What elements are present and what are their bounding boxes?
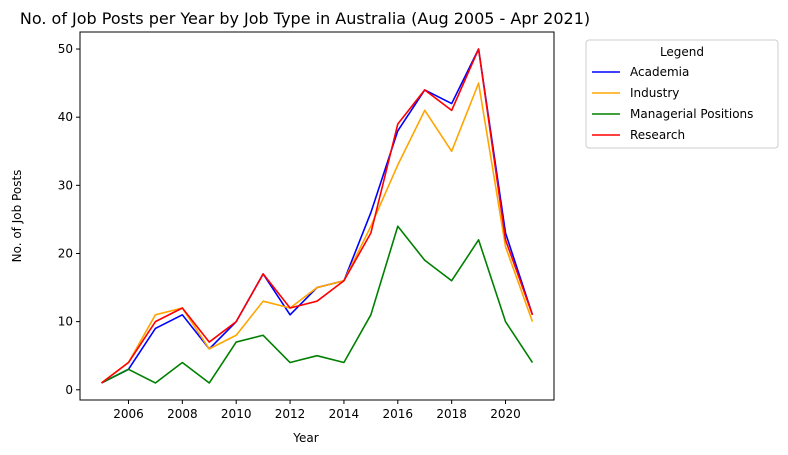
y-tick-label: 10 <box>58 315 73 329</box>
x-tick-label: 2014 <box>329 407 360 421</box>
legend-items: Academia Industry Managerial Positions Rese… <box>592 65 753 142</box>
x-tick-label: 2006 <box>113 407 144 421</box>
plot-area <box>79 31 555 401</box>
legend-label-2: Managerial Positions <box>630 107 753 121</box>
series-layer <box>101 48 534 384</box>
series-line-3 <box>101 48 534 384</box>
series-line-1 <box>101 82 534 384</box>
x-tick-label: 2020 <box>490 407 521 421</box>
legend-box <box>585 39 779 149</box>
plot-frame <box>79 31 555 401</box>
y-tick-label: 30 <box>58 178 73 192</box>
legend-title: Legend <box>660 45 704 59</box>
y-tick-label: 0 <box>65 383 73 397</box>
series-line-0 <box>101 48 534 384</box>
y-axis: 0 10 20 30 40 50 <box>58 42 80 397</box>
x-axis: 2006 2008 2010 2012 2014 2016 2018 2020 <box>113 400 521 421</box>
x-tick-label: 2012 <box>275 407 306 421</box>
x-tick-label: 2010 <box>221 407 252 421</box>
y-tick-label: 50 <box>58 42 73 56</box>
x-tick-label: 2018 <box>436 407 467 421</box>
chart-title: No. of Job Posts per Year by Job Type in… <box>20 9 590 28</box>
x-tick-label: 2016 <box>383 407 414 421</box>
legend-label-1: Industry <box>630 86 679 100</box>
legend-label-0: Academia <box>630 65 689 79</box>
y-tick-label: 20 <box>58 246 73 260</box>
legend-label-3: Research <box>630 128 685 142</box>
y-axis-label: No. of Job Posts <box>10 170 24 263</box>
x-axis-label: Year <box>292 431 318 445</box>
x-tick-label: 2008 <box>167 407 198 421</box>
series-line-2 <box>101 225 534 384</box>
legend: Legend Academia Industry Managerial Positi… <box>585 39 779 149</box>
y-tick-label: 40 <box>58 110 73 124</box>
